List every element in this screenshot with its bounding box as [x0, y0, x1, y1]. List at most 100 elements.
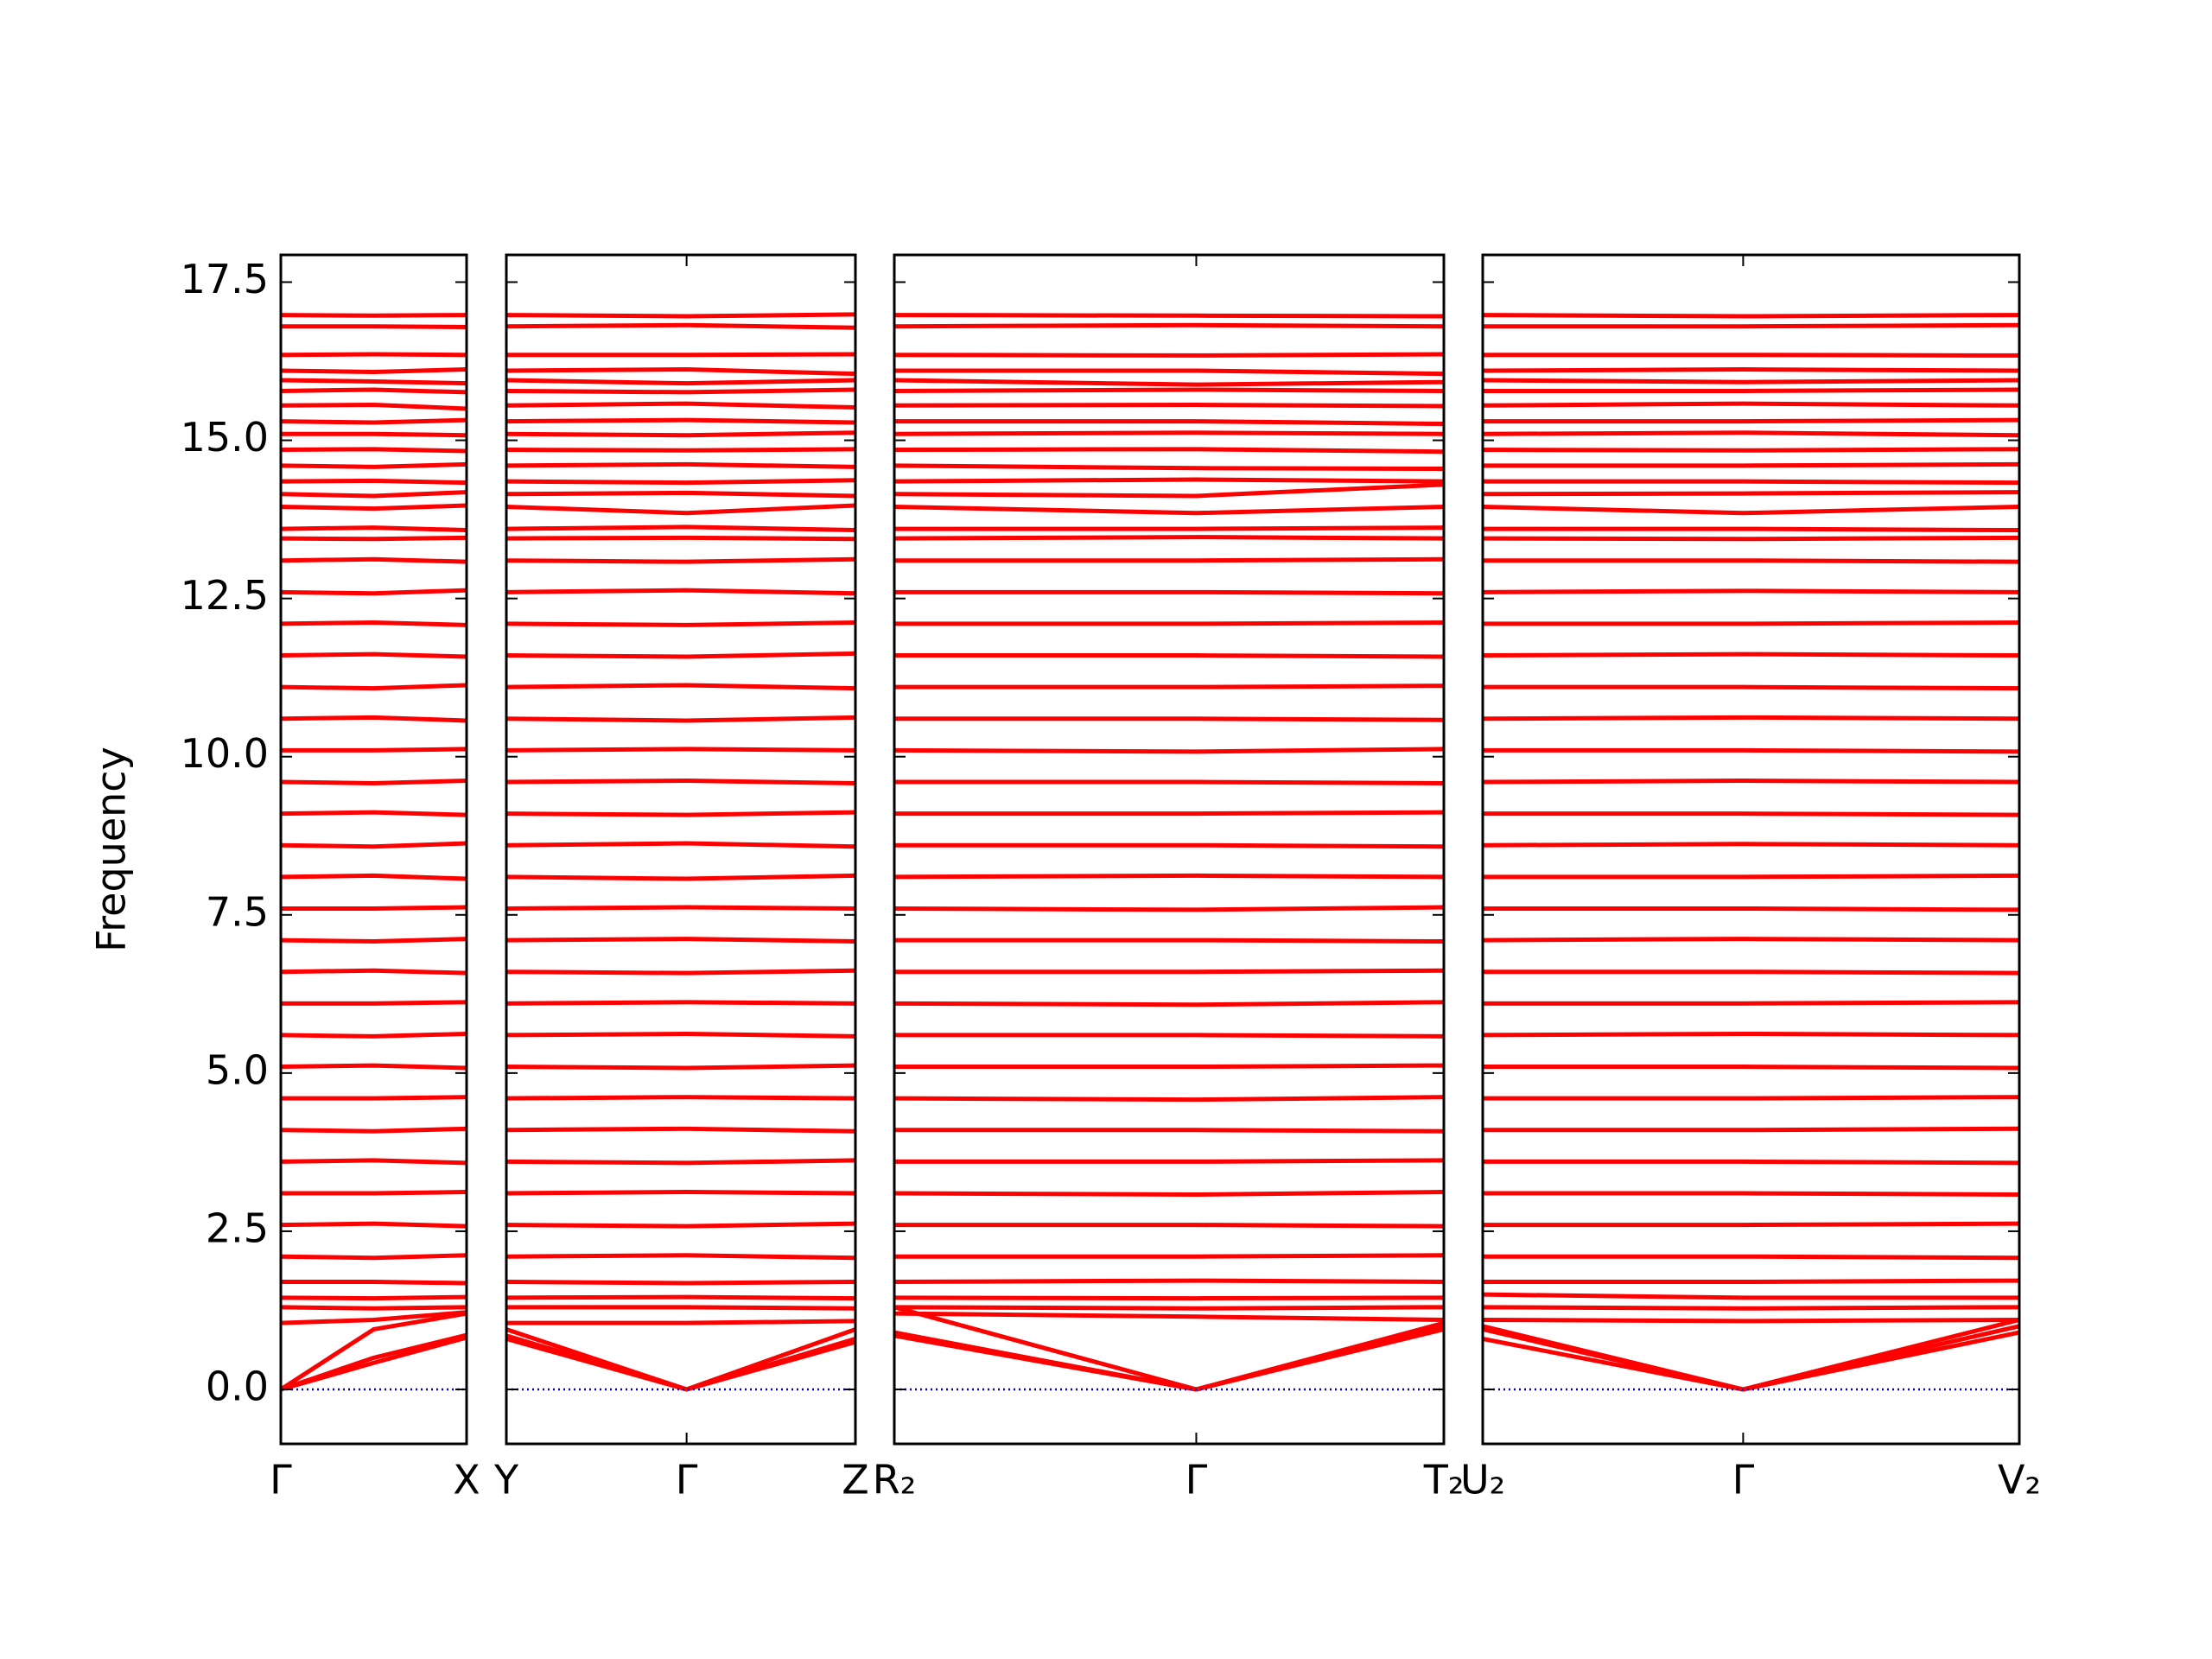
band-line [894, 653, 1444, 659]
band-line [281, 683, 467, 691]
band-line [506, 490, 855, 499]
band-line [281, 503, 467, 512]
x-tick-label: Z [842, 1457, 869, 1503]
band-line [894, 1095, 1444, 1103]
band-line [281, 403, 467, 411]
x-tick-label: R₂ [873, 1457, 916, 1503]
band-line [281, 588, 467, 596]
band-line [1483, 1292, 2019, 1300]
band-line [281, 715, 467, 723]
band-line [1483, 620, 2019, 626]
band-line [1483, 1126, 2019, 1133]
band-line [894, 938, 1444, 944]
band-line [281, 1190, 467, 1196]
band-line [506, 556, 855, 564]
band-line [894, 525, 1444, 531]
band-line [506, 1063, 855, 1071]
band-line [281, 461, 467, 469]
y-tick-label: 12.5 [181, 572, 269, 619]
band-line [506, 1327, 855, 1392]
band-line [894, 1033, 1444, 1039]
band-line [1483, 811, 2019, 817]
band-line [894, 779, 1444, 785]
band-line [281, 1126, 467, 1134]
band-line [281, 556, 467, 564]
band-line [506, 322, 855, 330]
band-line [281, 905, 467, 911]
band-line [506, 1190, 855, 1196]
band-line [281, 417, 467, 425]
band-line [1483, 504, 2019, 516]
band-line [281, 313, 467, 318]
band-line [1483, 417, 2019, 424]
band-line [281, 652, 467, 659]
band-line [506, 401, 855, 410]
band-line [281, 1063, 467, 1071]
axes-frame [893, 253, 1446, 1446]
x-tick-label: X [453, 1457, 480, 1503]
band-line [894, 477, 1444, 484]
band-line [281, 387, 467, 395]
band-line [1483, 353, 2019, 358]
band-line [894, 1158, 1444, 1164]
band-line [1483, 558, 2019, 564]
band-line [281, 747, 467, 753]
band-line [894, 1000, 1444, 1007]
band-line [281, 367, 467, 374]
axes-frame [279, 253, 468, 1446]
axes-frame [1481, 253, 2021, 1446]
band-line [894, 1311, 1444, 1322]
band-line [506, 683, 855, 691]
band-line [1483, 747, 2019, 754]
y-tick-label: 2.5 [206, 1205, 269, 1251]
band-line [281, 1311, 467, 1392]
band-line [506, 1000, 855, 1006]
band-line [506, 1305, 855, 1311]
band-line [506, 620, 855, 627]
band-line [894, 387, 1444, 393]
band-line [506, 968, 855, 976]
band-line [1483, 322, 2019, 329]
band-line [1483, 842, 2019, 848]
band-line [894, 556, 1444, 563]
band-line [894, 403, 1444, 409]
band-line [1483, 906, 2019, 912]
band-line [1483, 1305, 2019, 1311]
band-line [281, 841, 467, 849]
band-line [894, 905, 1444, 912]
band-line [1483, 969, 2019, 976]
band-line [894, 378, 1444, 387]
band-line [894, 1305, 1444, 1311]
band-line [894, 322, 1444, 329]
x-tick-label: T₂ [1423, 1457, 1465, 1503]
band-line [281, 378, 467, 386]
band-line [506, 1253, 855, 1261]
band-line [894, 620, 1444, 626]
band-line [1483, 684, 2019, 691]
band-line [281, 1221, 467, 1229]
y-tick-label: 17.5 [181, 256, 269, 302]
band-line [894, 1295, 1444, 1301]
band-line [894, 368, 1444, 377]
band-line [506, 747, 855, 753]
band-line [894, 313, 1444, 319]
band-line [894, 352, 1444, 358]
band-line [506, 1221, 855, 1229]
band-line [506, 524, 855, 533]
band-line [281, 873, 467, 881]
band-line [506, 841, 855, 849]
band-line [506, 810, 855, 817]
band-line [894, 716, 1444, 722]
band-line [281, 1305, 467, 1311]
band-line [894, 747, 1444, 754]
band-line [1483, 387, 2019, 393]
band-line [1483, 535, 2019, 542]
band-line [506, 715, 855, 723]
band-line [506, 387, 855, 395]
band-line [894, 1253, 1444, 1259]
band-line [281, 1332, 467, 1392]
band-line [1483, 1191, 2019, 1197]
band-line [894, 873, 1444, 880]
band-line [1483, 588, 2019, 594]
